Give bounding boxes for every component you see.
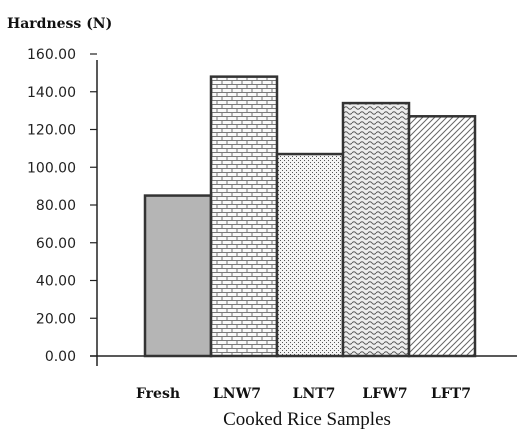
- category-label: LFT7: [431, 386, 471, 402]
- category-label: LNT7: [293, 386, 336, 402]
- bar-lft7: [407, 115, 477, 358]
- bar-fresh: [143, 194, 213, 358]
- x-axis-label: Cooked Rice Samples: [223, 409, 391, 430]
- y-tick-label: 100.00: [27, 160, 76, 176]
- bar-lnt7: [275, 152, 345, 358]
- y-tick-label: 80.00: [36, 198, 76, 214]
- y-tick-label: 60.00: [36, 236, 76, 252]
- y-tick-label: 120.00: [27, 123, 76, 139]
- y-tick-label: 40.00: [36, 274, 76, 290]
- y-tick-label: 20.00: [36, 311, 76, 327]
- y-axis-label: Hardness (N): [7, 16, 112, 32]
- bar-lfw7: [341, 101, 411, 358]
- category-label: LFW7: [362, 386, 407, 402]
- y-tick-label: 160.00: [27, 47, 76, 63]
- category-labels: Fresh LNW7 LNT7 LFW7 LFT7: [136, 386, 471, 402]
- bars: [143, 75, 477, 358]
- y-tick-label: 0.00: [45, 349, 76, 365]
- bar-lnw7: [209, 75, 279, 358]
- y-axis: 0.00 20.00 40.00 60.00 80.00 100.00 120.00 140.…: [27, 47, 517, 366]
- y-tick-label: 140.00: [27, 85, 76, 101]
- category-label: LNW7: [213, 386, 261, 402]
- category-label: Fresh: [136, 386, 180, 402]
